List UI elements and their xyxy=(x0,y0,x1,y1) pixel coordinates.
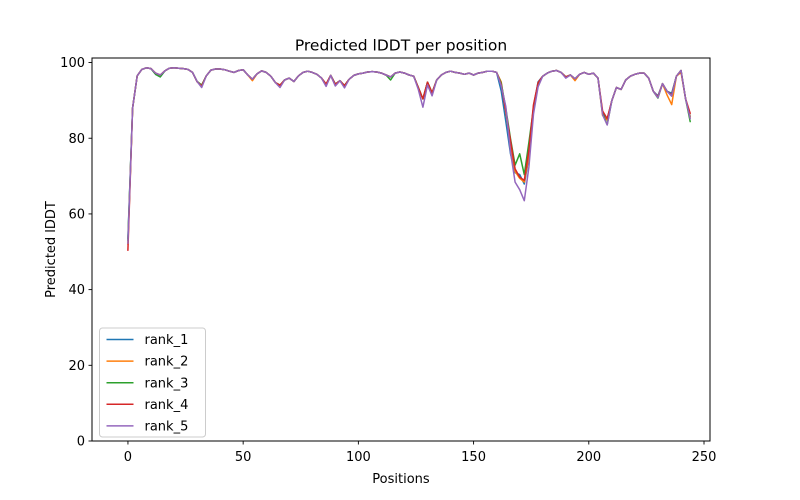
y-tick-label: 100 xyxy=(60,56,85,71)
series-line-rank_4 xyxy=(127,67,691,252)
legend-label-rank_3: rank_3 xyxy=(145,376,189,391)
x-axis-label: Positions xyxy=(372,472,430,487)
legend-label-rank_2: rank_2 xyxy=(145,355,189,370)
legend-label-rank_5: rank_5 xyxy=(145,420,189,435)
legend-box xyxy=(99,327,206,438)
x-tick-label: 0 xyxy=(124,450,132,465)
plot-border xyxy=(91,57,711,442)
x-tick-label: 50 xyxy=(235,450,252,465)
y-tick-label: 40 xyxy=(68,283,85,298)
legend-label-rank_1: rank_1 xyxy=(145,333,189,348)
series-line-rank_2 xyxy=(127,67,691,245)
y-axis-label: Predicted lDDT xyxy=(44,201,59,298)
legend-label-rank_4: rank_4 xyxy=(145,398,189,413)
series-line-rank_3 xyxy=(127,67,691,242)
y-tick-label: 80 xyxy=(68,132,85,147)
series-line-rank_1 xyxy=(127,67,691,240)
x-tick-label: 100 xyxy=(346,450,371,465)
y-tick-label: 0 xyxy=(77,435,85,450)
y-tick-label: 60 xyxy=(68,208,85,223)
x-tick-label: 250 xyxy=(692,450,717,465)
x-tick-label: 200 xyxy=(576,450,601,465)
series-line-rank_5 xyxy=(127,67,691,245)
y-tick-label: 20 xyxy=(68,359,85,374)
x-tick-label: 150 xyxy=(461,450,486,465)
chart-title: Predicted lDDT per position xyxy=(295,37,507,55)
